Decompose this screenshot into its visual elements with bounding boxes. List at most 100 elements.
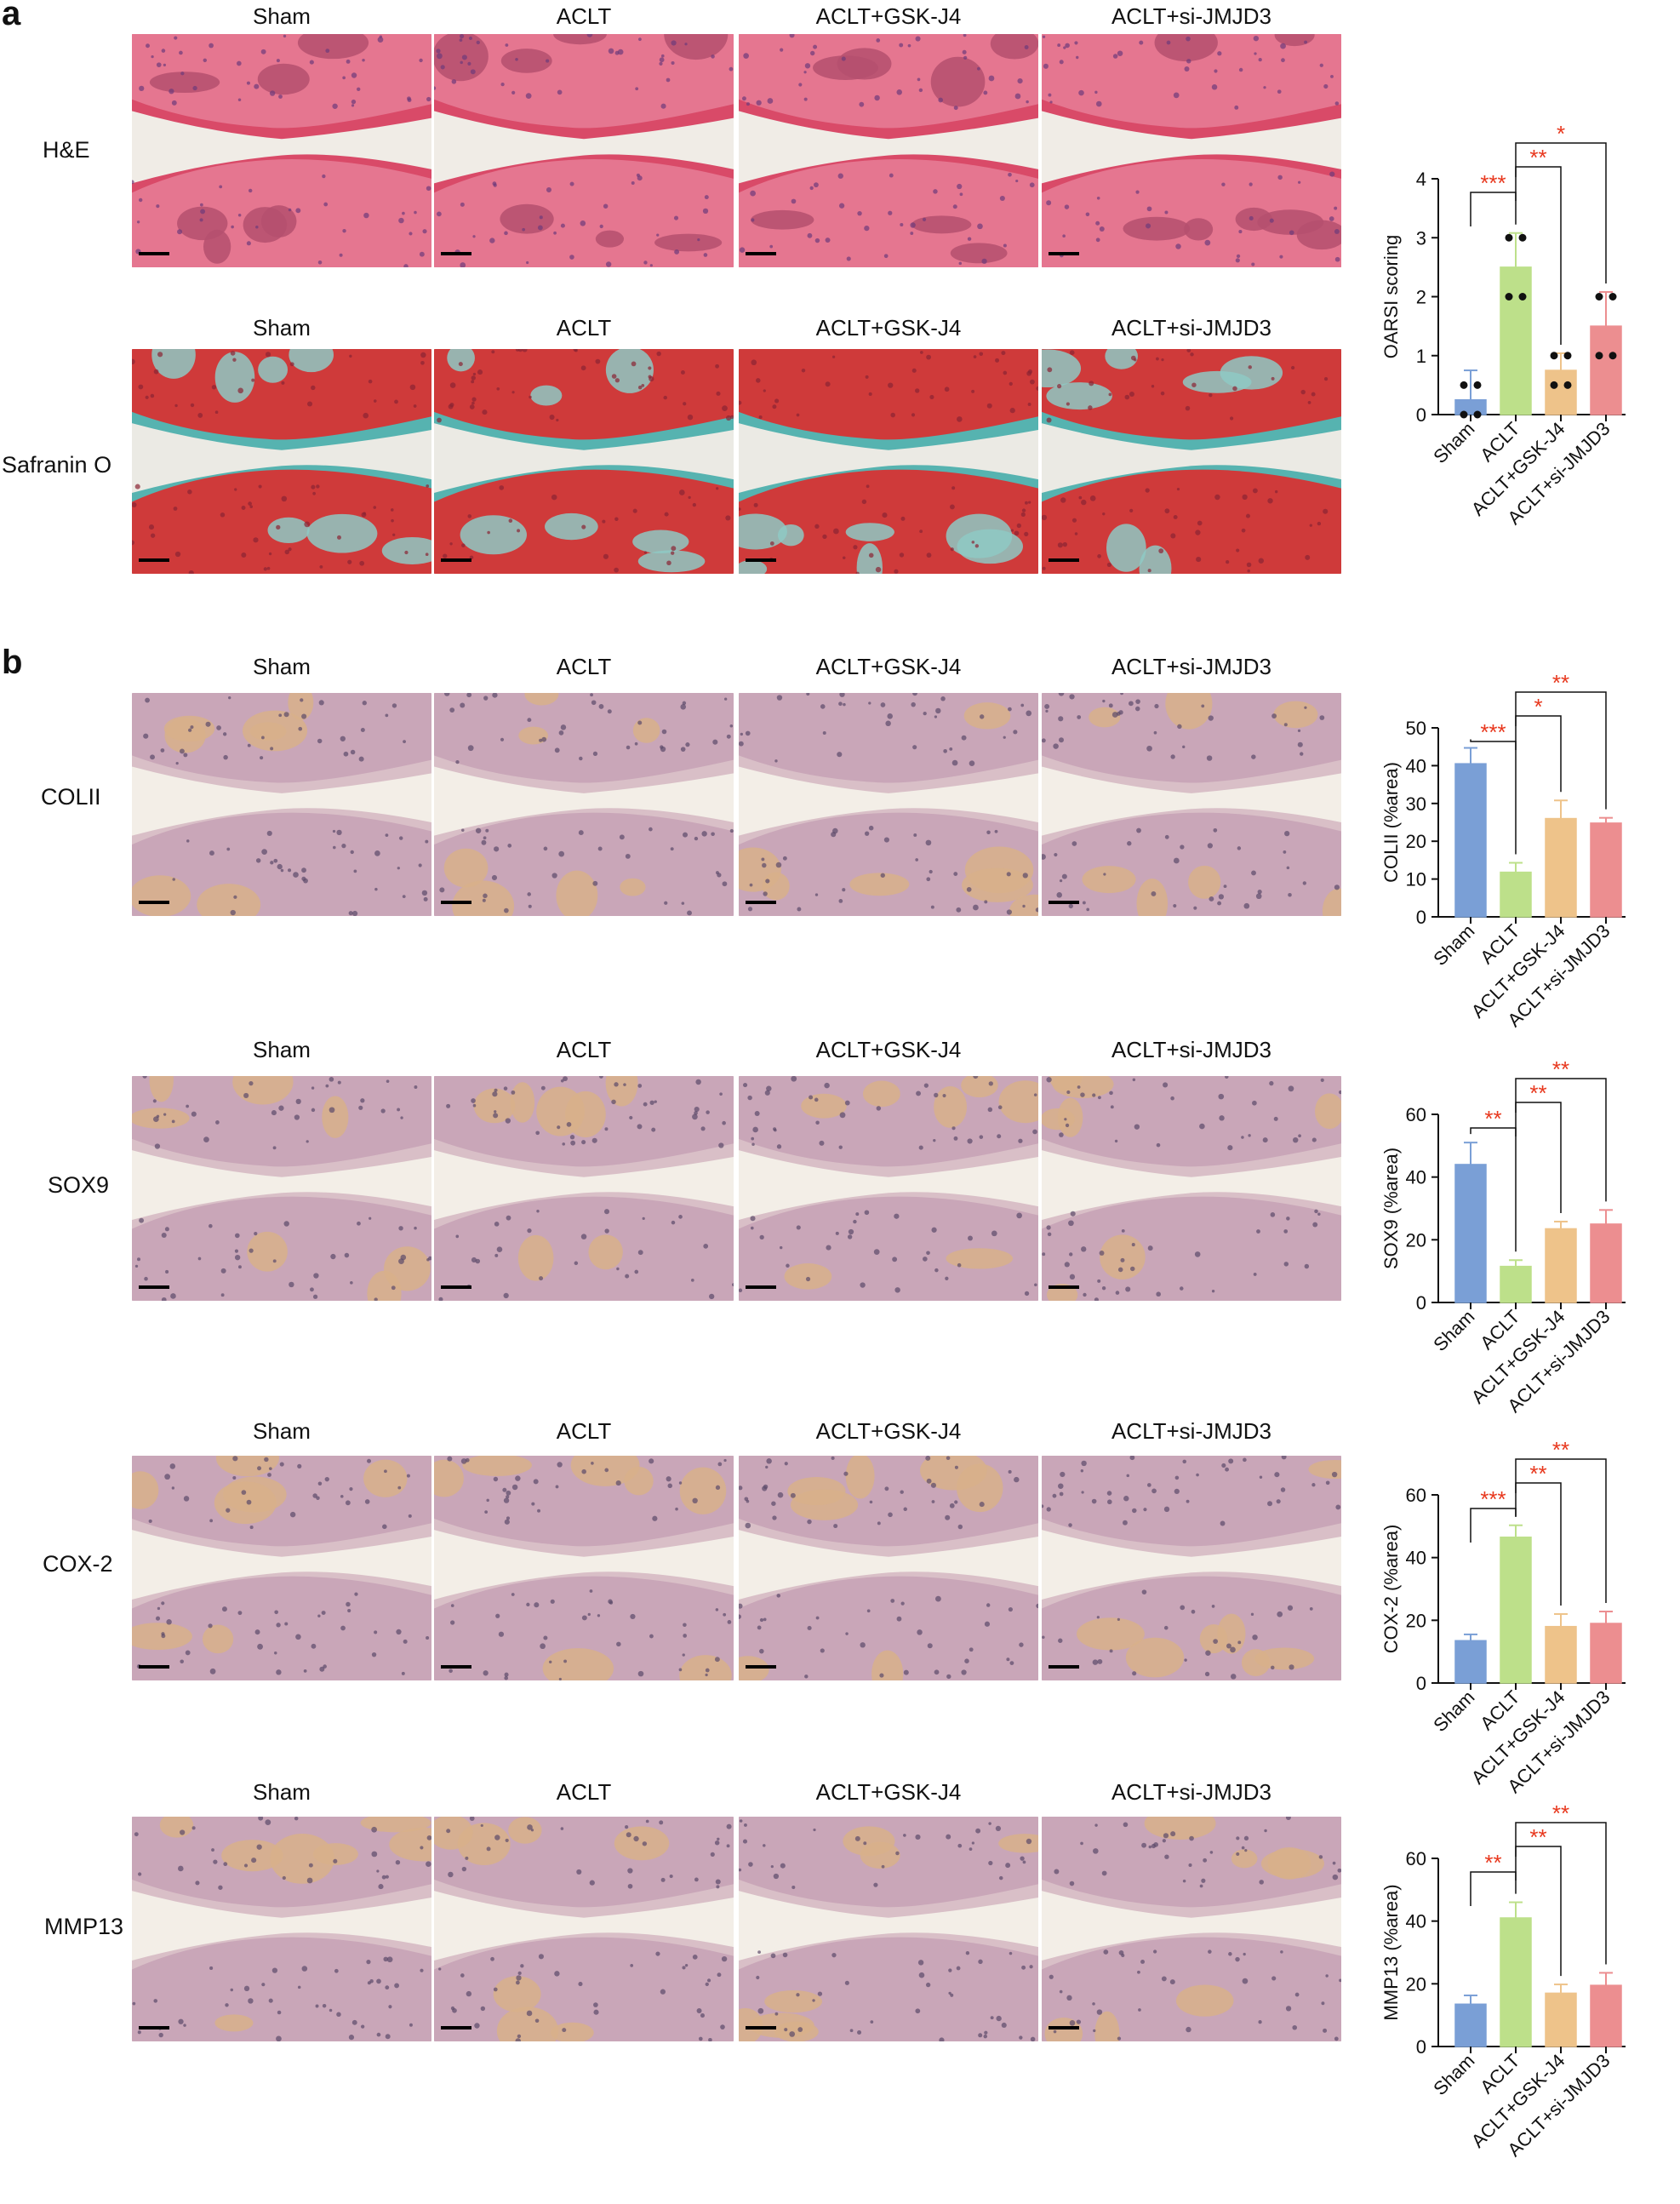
bar-chart-1: 0 10 20 30 40 50 COLII (%area) Sham ACLT ACLT+GSK… (1362, 670, 1677, 1070)
y-tick-label: 40 (1406, 1911, 1426, 1932)
column-label-0: Sham (253, 1037, 311, 1062)
x-tick-label-0: Sham (1429, 1686, 1478, 1736)
micrograph-1-3 (1042, 349, 1341, 574)
significance-bracket-1 (1515, 1482, 1562, 1606)
y-tick-label: 0 (1416, 1673, 1426, 1694)
data-point (1505, 233, 1513, 242)
y-tick-label: 20 (1406, 1229, 1426, 1251)
bar-2 (1545, 1992, 1577, 2047)
micrograph-image (434, 693, 734, 916)
micrograph-0-1 (434, 34, 734, 267)
micrograph-4-2 (739, 1456, 1038, 1680)
bar-chart-2: 0 20 40 60 SOX9 (%area) Sham ACLT ACLT+GSK-J4 AC… (1362, 1056, 1677, 1456)
significance-label-0: *** (1480, 1486, 1506, 1512)
micrograph-3-0 (132, 1076, 431, 1301)
micrograph-2-0 (132, 693, 431, 916)
data-point (1473, 381, 1482, 389)
significance-label-1: ** (1529, 1824, 1546, 1850)
micrograph-image (739, 1076, 1038, 1301)
x-tick-label-0: Sham (1429, 2050, 1478, 2099)
micrograph-3-1 (434, 1076, 734, 1301)
micrograph-image (1042, 1817, 1341, 2041)
data-point (1595, 352, 1603, 360)
column-label-0: Sham (253, 654, 311, 679)
significance-label-1: * (1534, 694, 1542, 719)
y-tick-label: 60 (1406, 1485, 1426, 1506)
significance-bracket-1 (1515, 1102, 1562, 1213)
significance-bracket-0 (1470, 739, 1517, 855)
micrograph-image (434, 1456, 734, 1680)
column-label-0: Sham (253, 1779, 311, 1805)
row-label-4: COX-2 (43, 1551, 113, 1577)
micrograph-2-2 (739, 693, 1038, 916)
panel-letter-a: a (2, 0, 21, 32)
micrograph-image (434, 1076, 734, 1301)
bar-1 (1500, 871, 1532, 918)
significance-label-2: ** (1552, 1056, 1569, 1082)
data-point (1563, 352, 1572, 360)
y-tick-label: 60 (1406, 1848, 1426, 1869)
y-tick-label: 40 (1406, 1548, 1426, 1569)
bar-3 (1590, 1223, 1622, 1303)
bar-chart-0: 0 1 2 3 4 OARSI scoring Sham ACLT ACLT+GSK-J4 ACL… (1362, 121, 1677, 568)
y-tick-label: 20 (1406, 831, 1426, 852)
bar-chart-4: 0 20 40 60 MMP13 (%area) Sham ACLT ACLT+GSK-J4 A… (1362, 1800, 1677, 2200)
bar-0 (1454, 763, 1487, 918)
micrograph-4-3 (1042, 1456, 1341, 1680)
bar-2 (1545, 817, 1577, 918)
bar-0 (1454, 398, 1487, 415)
column-label-3: ACLT+si-JMJD3 (1111, 654, 1272, 679)
significance-bracket-1 (1515, 166, 1562, 345)
column-label-3: ACLT+si-JMJD3 (1111, 3, 1272, 29)
column-label-1: ACLT (556, 315, 612, 341)
micrograph-2-3 (1042, 693, 1341, 916)
column-label-2: ACLT+GSK-J4 (815, 3, 962, 29)
column-label-3: ACLT+si-JMJD3 (1111, 315, 1272, 341)
micrograph-image (1042, 1456, 1341, 1680)
micrograph-0-0 (132, 34, 431, 267)
micrograph-image (739, 1456, 1038, 1680)
column-label-2: ACLT+GSK-J4 (815, 654, 962, 679)
column-label-1: ACLT (556, 654, 612, 679)
micrograph-5-0 (132, 1817, 431, 2041)
x-tick-label-0: Sham (1429, 1306, 1478, 1355)
data-point (1595, 293, 1603, 301)
column-label-0: Sham (253, 3, 311, 29)
x-tick-label-0: Sham (1429, 418, 1478, 467)
column-label-0: Sham (253, 315, 311, 341)
significance-label-0: *** (1480, 170, 1506, 196)
column-label-2: ACLT+GSK-J4 (815, 1779, 962, 1805)
bar-2 (1545, 1625, 1577, 1684)
significance-label-0: *** (1480, 719, 1506, 745)
row-label-3: SOX9 (48, 1172, 110, 1198)
micrograph-image (739, 34, 1038, 267)
column-label-1: ACLT (556, 1779, 612, 1805)
data-point (1550, 381, 1558, 389)
significance-bracket-1 (1515, 1846, 1562, 1977)
micrograph-image (132, 34, 431, 267)
bar-chart-3: 0 20 40 60 COX-2 (%area) Sham ACLT ACLT+GSK-J4 A… (1362, 1437, 1677, 1836)
bar-2 (1545, 1228, 1577, 1303)
y-tick-label: 20 (1406, 1610, 1426, 1631)
row-label-1: Safranin O (2, 452, 112, 478)
significance-label-1: ** (1529, 145, 1546, 170)
bar-3 (1590, 1623, 1622, 1684)
micrograph-5-1 (434, 1817, 734, 2041)
significance-bracket-2 (1515, 142, 1607, 283)
x-tick-label-0: Sham (1429, 920, 1478, 970)
micrograph-1-1 (434, 349, 734, 574)
micrograph-image (1042, 349, 1341, 574)
column-label-3: ACLT+si-JMJD3 (1111, 1779, 1272, 1805)
column-label-0: Sham (253, 1418, 311, 1444)
y-tick-label: 40 (1406, 1167, 1426, 1188)
micrograph-4-1 (434, 1456, 734, 1680)
column-label-1: ACLT (556, 1418, 612, 1444)
bar-0 (1454, 2003, 1487, 2047)
significance-label-2: ** (1552, 1437, 1569, 1463)
column-label-2: ACLT+GSK-J4 (815, 1418, 962, 1444)
micrograph-3-3 (1042, 1076, 1341, 1301)
micrograph-0-3 (1042, 34, 1341, 267)
